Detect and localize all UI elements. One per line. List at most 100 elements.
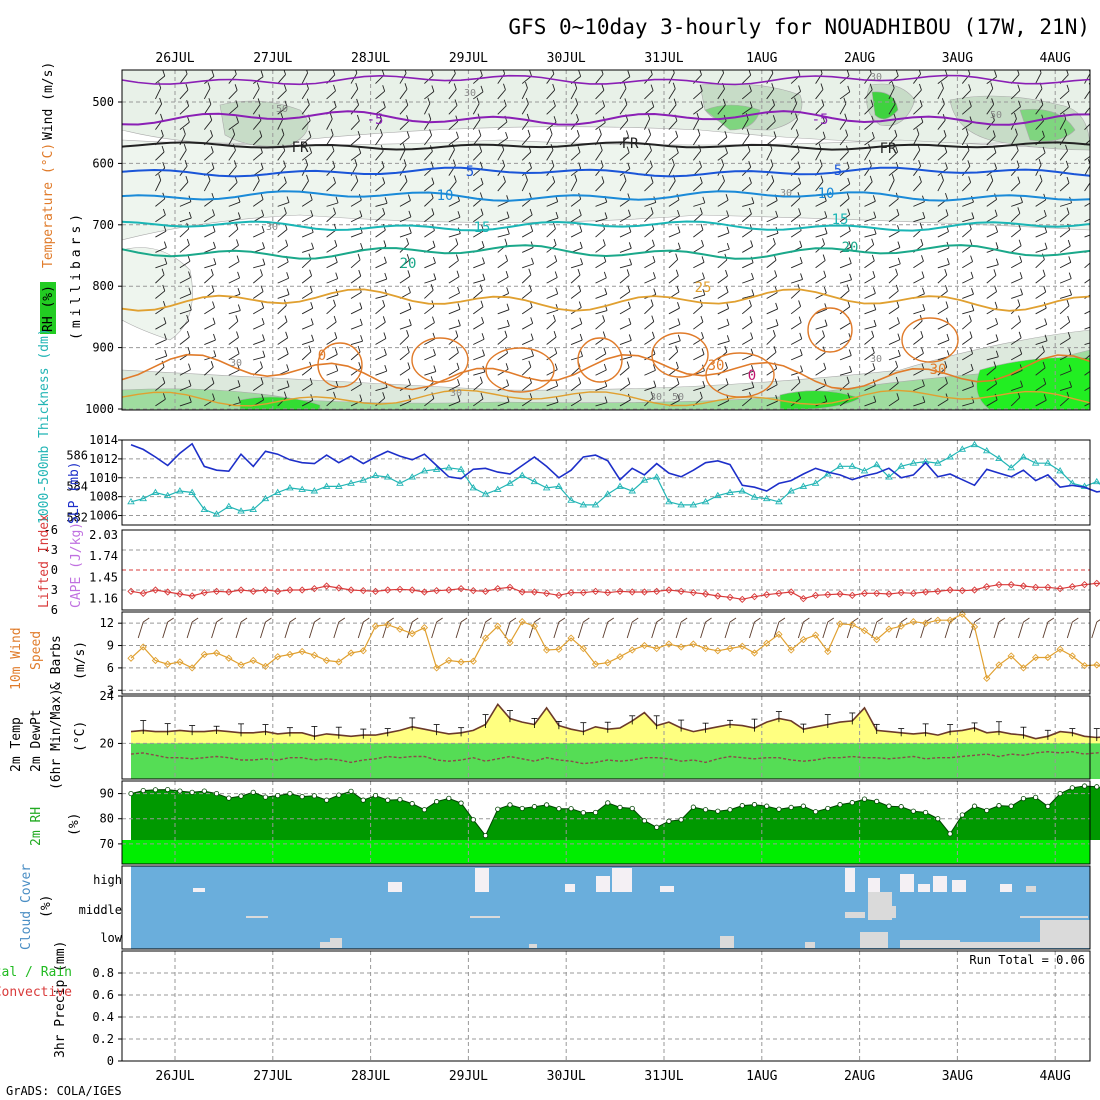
temperature-contour	[122, 288, 1090, 312]
wind-barb-flag	[162, 393, 166, 400]
li-marker	[897, 589, 905, 597]
wind-barb	[521, 135, 531, 146]
wind-barb	[473, 322, 484, 330]
wind-barb	[203, 119, 213, 130]
contour-label: -5	[367, 112, 384, 128]
wind-barb-flag	[506, 379, 510, 386]
wind10m-marker	[763, 639, 771, 647]
wind-barb	[1084, 106, 1090, 115]
wind-barb	[521, 290, 532, 299]
thickness-marker	[530, 477, 539, 485]
wind-barb	[302, 248, 314, 253]
rh-contour-label: 50	[276, 104, 288, 115]
rh-contour-label: 30	[870, 72, 882, 83]
li-marker	[127, 587, 135, 595]
rh2m-marker	[1045, 803, 1051, 810]
wind-barb	[473, 214, 484, 223]
wind-barb-flag	[408, 302, 412, 310]
wind-barb-flag	[650, 391, 654, 398]
wind-barb	[497, 401, 510, 407]
wind-barb-flag	[995, 225, 999, 233]
thickness-marker	[934, 459, 942, 466]
wind-barb-flag	[799, 332, 803, 340]
wind10m-marker	[750, 649, 759, 657]
wind-barb	[155, 87, 162, 100]
wind-barb	[1035, 275, 1046, 284]
thickness-marker	[677, 501, 685, 508]
wind10m-marker	[164, 660, 172, 668]
wind-barb-flag	[895, 376, 899, 384]
wind-barb-flag	[428, 113, 432, 120]
wind-barb	[962, 217, 974, 223]
wind-barb-flag	[650, 70, 653, 75]
wind-barb-flag	[891, 82, 895, 89]
wind-barb	[986, 264, 999, 269]
wind-barb-flag	[820, 70, 823, 74]
wind-barb	[497, 368, 509, 376]
wind-barb	[668, 215, 680, 223]
wind10m-barb	[528, 621, 535, 639]
wind-barb	[277, 213, 287, 223]
rh2m-marker	[336, 792, 342, 798]
wind-barb-flag	[699, 391, 703, 399]
wind-barb-flag	[751, 364, 754, 372]
rh2m-marker	[617, 804, 623, 811]
li-marker	[604, 589, 612, 597]
wind-barb	[473, 263, 485, 269]
wind-barb-flag	[675, 269, 679, 276]
wind-barb-flag	[335, 380, 339, 388]
wind-barb-flag	[749, 207, 752, 215]
li-tick-label: 6	[51, 603, 58, 617]
wind-barb-flag	[308, 130, 312, 137]
wind-barb	[1059, 118, 1067, 130]
wind-barb-flag	[845, 129, 849, 136]
wind-barb	[644, 182, 654, 192]
wind-barb	[155, 366, 165, 376]
rh2m-marker	[910, 808, 917, 814]
wind-barb-flag	[725, 147, 728, 154]
wind-barb-flag	[407, 270, 411, 277]
wind-barb	[521, 366, 532, 376]
li-marker	[934, 587, 942, 595]
wind-barb-flag	[188, 211, 192, 219]
wind-barb-flag	[990, 174, 994, 181]
wind-barb-flag	[383, 332, 387, 339]
wind-barb	[937, 323, 949, 330]
wind-barb	[375, 90, 385, 100]
wind-barb	[839, 91, 851, 100]
wind-barb	[1059, 294, 1072, 299]
cape-axis-label: CAPE (J/kg)	[69, 522, 84, 608]
wind-barb	[253, 356, 265, 361]
wind-barb	[497, 325, 510, 330]
wind-barb-flag	[433, 256, 436, 264]
wind10m-barb	[1066, 621, 1073, 639]
wind-barb-flag	[1019, 272, 1023, 279]
wind-barb-flag	[554, 255, 558, 262]
li-marker	[371, 587, 380, 595]
date-label-bottom: 2AUG	[844, 1069, 875, 1084]
wind-barb	[179, 121, 190, 130]
wind-barb-flag	[185, 175, 189, 183]
rh2m-marker	[434, 799, 440, 805]
wind10m-marker	[322, 656, 331, 665]
rh-legend-swatch	[40, 282, 56, 334]
wind-barb-flag	[237, 271, 241, 279]
li-marker	[164, 588, 172, 596]
thickness-marker	[603, 490, 612, 497]
wind-barb	[1084, 123, 1090, 130]
rh2m-marker	[849, 800, 855, 806]
wind-barb-flag	[677, 209, 680, 217]
wind-barb	[155, 103, 163, 115]
rh2m-marker	[984, 807, 990, 814]
wind-barb-flag	[724, 130, 728, 138]
wind-barb-flag	[232, 128, 236, 135]
wind-barb-flag	[1020, 380, 1023, 387]
rh2m-markers	[128, 783, 1100, 839]
wind-barb	[790, 382, 801, 391]
wind-barb	[595, 106, 605, 115]
wind10m-barb	[357, 621, 364, 639]
rh2m-marker	[947, 831, 953, 837]
wind-barb	[1084, 326, 1090, 330]
wind-barb-flag	[479, 161, 483, 168]
wind10m-marker	[518, 618, 526, 626]
